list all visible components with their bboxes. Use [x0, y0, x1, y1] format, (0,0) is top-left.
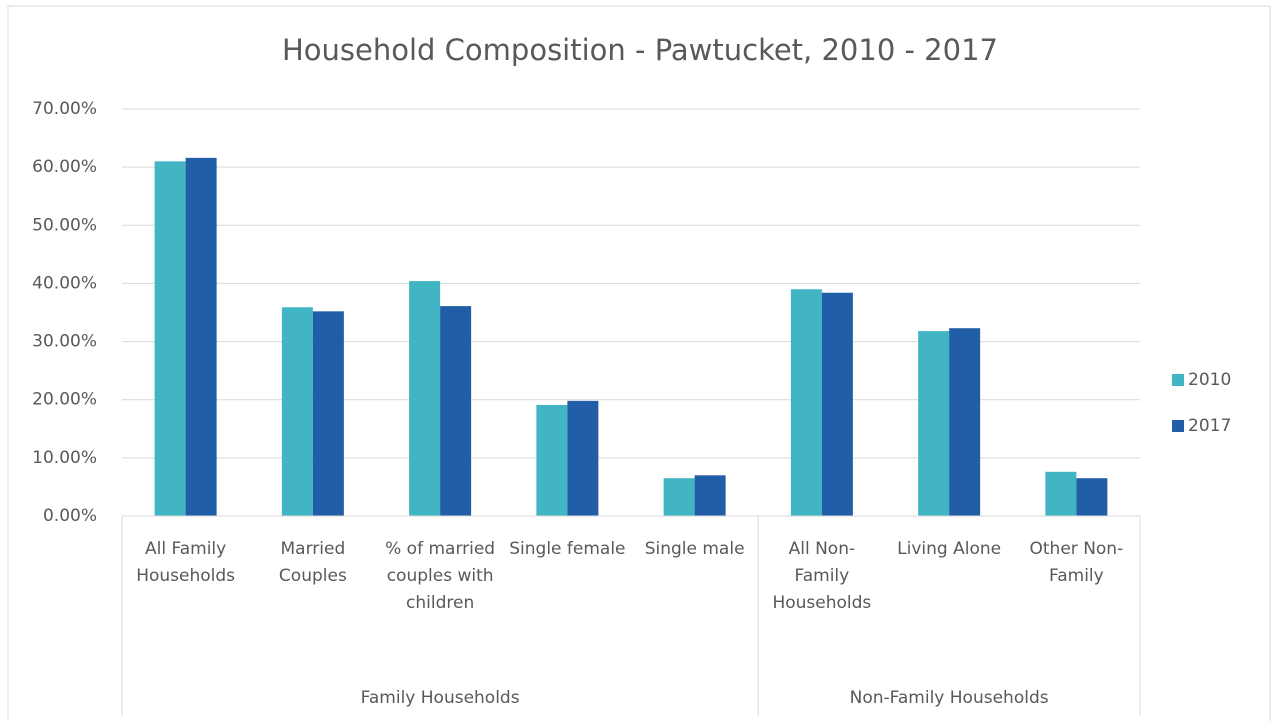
- y-tick-label: 40.00%: [32, 273, 97, 293]
- bar: [154, 161, 186, 517]
- bar: [663, 478, 695, 516]
- bar: [409, 281, 441, 516]
- y-tick-label: 60.00%: [32, 157, 97, 177]
- legend-swatch: [1172, 374, 1184, 386]
- x-tick-label: Single male: [644, 539, 745, 559]
- group-label: Non-Family Households: [850, 688, 1049, 708]
- bar: [790, 289, 822, 516]
- bar: [312, 311, 344, 516]
- bar: [281, 307, 313, 516]
- x-tick-label: Single female: [509, 539, 626, 559]
- bar: [567, 400, 599, 516]
- bar: [694, 475, 726, 516]
- legend-label: 2017: [1188, 416, 1231, 436]
- bar: [440, 306, 472, 516]
- y-tick-label: 10.00%: [32, 448, 97, 468]
- x-tick-label: All Non-Family Households: [772, 539, 872, 613]
- group-label: Family Households: [361, 688, 520, 708]
- bar: [918, 331, 950, 516]
- x-tick-label: Other Non-Family: [1029, 539, 1124, 586]
- bar: [1045, 471, 1077, 516]
- x-tick-label: Married Couples: [278, 539, 347, 586]
- x-tick-label: Living Alone: [897, 539, 1002, 559]
- bar: [185, 157, 217, 516]
- y-tick-label: 0.00%: [43, 506, 97, 526]
- x-tick-label: % of married couples with children: [385, 539, 496, 613]
- bar: [949, 328, 981, 516]
- bar: [821, 292, 853, 516]
- y-tick-label: 50.00%: [32, 215, 97, 235]
- bar: [536, 404, 568, 516]
- legend-label: 2010: [1188, 370, 1231, 390]
- y-tick-label: 20.00%: [32, 390, 97, 410]
- chart-title: Household Composition - Pawtucket, 2010 …: [282, 33, 998, 67]
- x-tick-label: All Family Households: [136, 539, 236, 586]
- y-tick-label: 30.00%: [32, 332, 97, 352]
- chart-border: [7, 5, 1271, 721]
- legend-swatch: [1172, 420, 1184, 432]
- bar: [1076, 478, 1108, 516]
- y-tick-label: 70.00%: [32, 99, 97, 119]
